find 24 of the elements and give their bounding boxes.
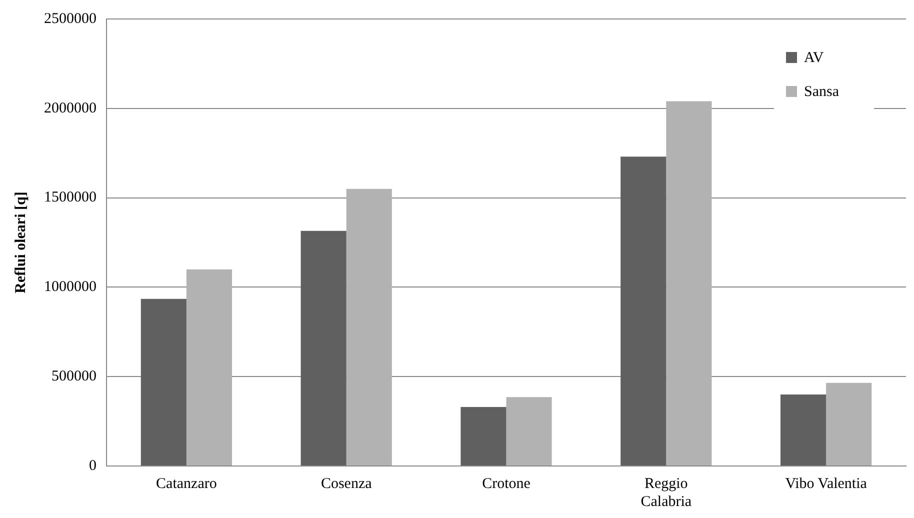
- bar: [186, 269, 232, 466]
- bar: [460, 406, 506, 466]
- y-axis-title: Reflui oleari [q]: [12, 192, 29, 294]
- y-tick-label: 500000: [52, 368, 96, 385]
- bar: [140, 298, 186, 466]
- x-tick-label: Crotone: [482, 476, 531, 492]
- y-tick-label: 2500000: [44, 10, 96, 27]
- bar: [780, 394, 826, 466]
- bar: [346, 188, 392, 466]
- y-tick-label: 1000000: [44, 279, 96, 296]
- bar: [620, 156, 666, 466]
- x-tick-label: Cosenza: [320, 476, 372, 492]
- legend-label: AV: [804, 50, 824, 66]
- bar: [666, 101, 712, 466]
- y-tick-label: 0: [89, 458, 96, 474]
- x-tick-label: Vibo Valentia: [785, 476, 868, 492]
- bar: [300, 230, 346, 466]
- bar: [826, 382, 872, 466]
- x-tick-label: Reggio Calabria: [640, 476, 692, 510]
- y-tick-label: 1500000: [44, 190, 96, 206]
- x-tick-label: Catanzaro: [156, 476, 217, 492]
- legend-label: Sansa: [804, 84, 840, 100]
- bar: [506, 397, 552, 466]
- y-tick-label: 2000000: [44, 100, 96, 116]
